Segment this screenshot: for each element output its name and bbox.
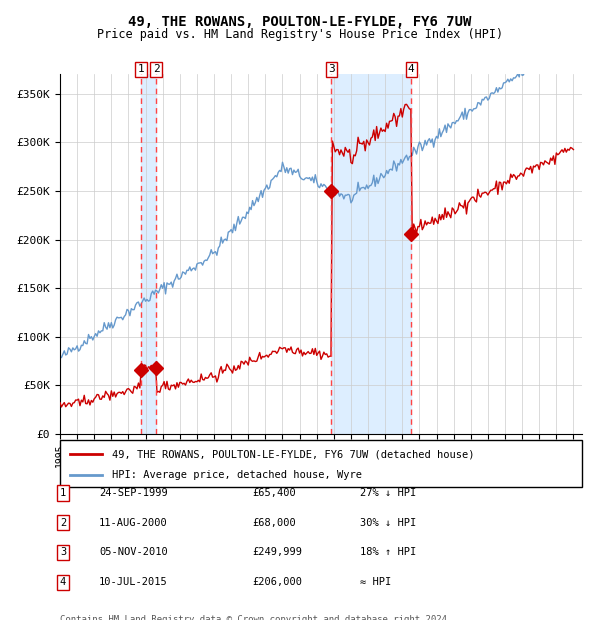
Text: £65,400: £65,400	[252, 488, 296, 498]
Text: 4: 4	[408, 64, 415, 74]
Text: 11-AUG-2000: 11-AUG-2000	[99, 518, 168, 528]
FancyBboxPatch shape	[60, 440, 582, 487]
Text: 2: 2	[60, 518, 66, 528]
Text: 2: 2	[152, 64, 160, 74]
Text: 49, THE ROWANS, POULTON-LE-FYLDE, FY6 7UW (detached house): 49, THE ROWANS, POULTON-LE-FYLDE, FY6 7U…	[112, 449, 475, 459]
Text: 1: 1	[60, 488, 66, 498]
Text: £249,999: £249,999	[252, 547, 302, 557]
Text: 10-JUL-2015: 10-JUL-2015	[99, 577, 168, 587]
Text: 4: 4	[60, 577, 66, 587]
Text: 1: 1	[137, 64, 145, 74]
Text: 27% ↓ HPI: 27% ↓ HPI	[360, 488, 416, 498]
Text: £68,000: £68,000	[252, 518, 296, 528]
Text: HPI: Average price, detached house, Wyre: HPI: Average price, detached house, Wyre	[112, 470, 362, 480]
Text: Price paid vs. HM Land Registry's House Price Index (HPI): Price paid vs. HM Land Registry's House …	[97, 28, 503, 41]
Text: 30% ↓ HPI: 30% ↓ HPI	[360, 518, 416, 528]
Text: 24-SEP-1999: 24-SEP-1999	[99, 488, 168, 498]
Text: 18% ↑ HPI: 18% ↑ HPI	[360, 547, 416, 557]
Text: 3: 3	[328, 64, 334, 74]
Text: ≈ HPI: ≈ HPI	[360, 577, 391, 587]
Text: 05-NOV-2010: 05-NOV-2010	[99, 547, 168, 557]
Text: £206,000: £206,000	[252, 577, 302, 587]
Bar	[141, 74, 156, 434]
Text: 3: 3	[60, 547, 66, 557]
Text: 49, THE ROWANS, POULTON-LE-FYLDE, FY6 7UW: 49, THE ROWANS, POULTON-LE-FYLDE, FY6 7U…	[128, 16, 472, 30]
Text: Contains HM Land Registry data © Crown copyright and database right 2024.
This d: Contains HM Land Registry data © Crown c…	[60, 615, 452, 620]
Bar	[331, 74, 411, 434]
